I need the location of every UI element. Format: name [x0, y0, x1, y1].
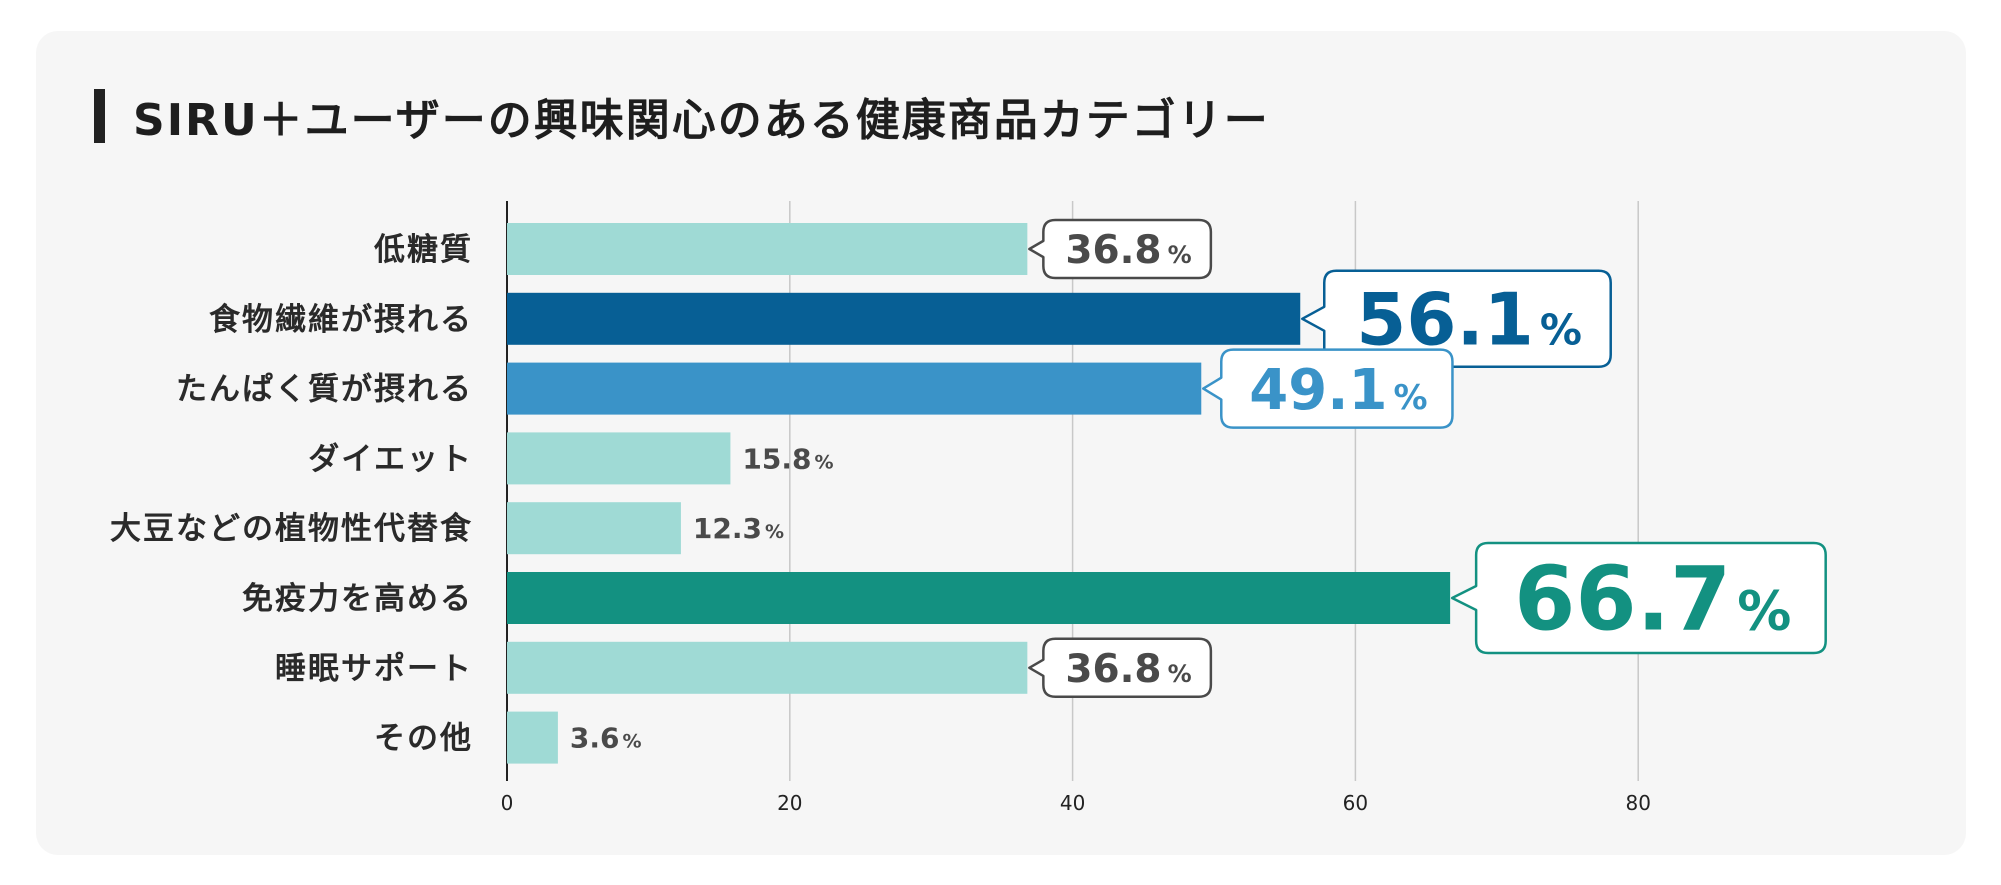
- bar-1: [507, 223, 1028, 275]
- bar-8: [507, 711, 558, 764]
- bar-6: [507, 572, 1451, 624]
- callout-bubble: [1028, 218, 1213, 280]
- category-label: 低糖質: [373, 232, 473, 268]
- category-label: 食物繊維が摂れる: [209, 302, 473, 338]
- bar-2: [507, 292, 1301, 345]
- category-label: 睡眠サポート: [275, 651, 473, 687]
- category-label: その他: [374, 721, 473, 757]
- callout-bubble: [1028, 637, 1213, 699]
- value-label: 66.7%: [1514, 548, 1791, 651]
- value-label: 12.3%: [693, 512, 784, 545]
- chart-card: [36, 31, 1966, 855]
- value-label: 36.8%: [1065, 647, 1191, 692]
- x-tick-label-0: 0: [501, 791, 514, 815]
- x-tick-label-80: 80: [1625, 791, 1650, 815]
- callout-bubble: [1202, 348, 1454, 429]
- category-label: 免疫力を高める: [242, 581, 473, 617]
- value-label: 15.8%: [742, 442, 833, 475]
- bar-7: [507, 641, 1028, 694]
- x-tick-label-40: 40: [1060, 791, 1085, 815]
- value-label: 36.8%: [1065, 228, 1191, 273]
- bar-5: [507, 502, 681, 555]
- x-tick-label-60: 60: [1343, 791, 1368, 815]
- bar-4: [507, 432, 731, 485]
- category-label: 大豆などの植物性代替食: [110, 511, 473, 547]
- x-tick-label-20: 20: [777, 791, 802, 815]
- title-accent-bar: [94, 89, 105, 143]
- chart-header: SIRU＋ユーザーの興味関心のある健康商品カテゴリー: [94, 88, 1270, 146]
- callout-bubble: [1450, 541, 1827, 655]
- category-label: たんぱく質が摂れる: [176, 372, 473, 408]
- value-label: 49.1%: [1249, 358, 1427, 423]
- value-label: 56.1%: [1356, 278, 1582, 362]
- bar-3: [507, 362, 1202, 415]
- category-label: ダイエット: [308, 441, 473, 477]
- value-label: 3.6%: [570, 722, 642, 755]
- chart-title: SIRU＋ユーザーの興味関心のある健康商品カテゴリー: [133, 95, 1270, 146]
